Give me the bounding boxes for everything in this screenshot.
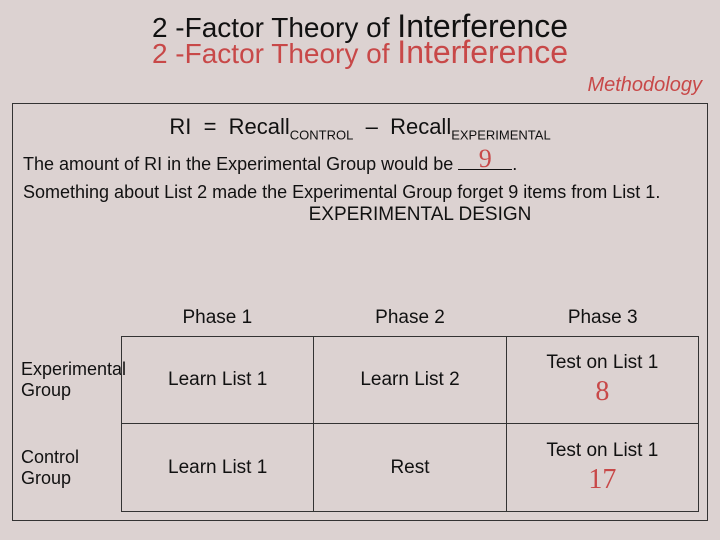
cell-text: Test on List 1 <box>546 440 658 462</box>
row-label-control: Control Group <box>21 424 121 512</box>
title-accent: Interference <box>397 8 568 44</box>
ri-amount-before: The amount of RI in the Experimental Gro… <box>23 154 458 174</box>
formula-eq: = <box>204 114 217 139</box>
formula-minus: – <box>366 114 378 139</box>
cell-exp-phase1: Learn List 1 <box>121 336 314 424</box>
design-label: EXPERIMENTAL DESIGN <box>143 203 697 228</box>
blank-fill: 9 <box>458 150 512 175</box>
cell-text: Test on List 1 <box>546 352 658 374</box>
cell-text: Learn List 2 <box>360 369 459 391</box>
col-header-2: Phase 2 <box>314 300 507 336</box>
col-header-3: Phase 3 <box>506 300 699 336</box>
table-header-row: Phase 1 Phase 2 Phase 3 <box>21 300 699 336</box>
explanation-line: Something about List 2 made the Experime… <box>23 181 697 227</box>
formula-sub2: EXPERIMENTAL <box>451 127 550 142</box>
score-experimental: 8 <box>595 376 609 408</box>
cell-exp-phase2: Learn List 2 <box>314 336 506 424</box>
table-row: Control Group Learn List 1 Rest Test on … <box>21 424 699 512</box>
table-row: Experimental Group Learn List 1 Learn Li… <box>21 336 699 424</box>
ri-amount-line: The amount of RI in the Experimental Gro… <box>23 150 697 175</box>
explanation-text: Something about List 2 made the Experime… <box>23 182 660 202</box>
formula-term1: Recall <box>229 114 290 139</box>
cell-exp-phase3: Test on List 1 8 <box>507 336 699 424</box>
blank-value: 9 <box>458 144 512 174</box>
row-label-experimental-text: Experimental Group <box>21 359 126 400</box>
cell-ctrl-phase2: Rest <box>314 424 506 512</box>
formula-term2: Recall <box>390 114 451 139</box>
cell-ctrl-phase1: Learn List 1 <box>121 424 314 512</box>
formula: RI = RecallCONTROL – RecallEXPERIMENTAL <box>23 114 697 142</box>
ri-amount-after: . <box>512 154 517 174</box>
header-spacer <box>21 300 121 336</box>
design-table: Phase 1 Phase 2 Phase 3 Experimental Gro… <box>21 300 699 512</box>
score-control: 17 <box>588 464 616 496</box>
title-main: 2 -Factor Theory of Interference <box>0 8 720 45</box>
row-label-experimental: Experimental Group <box>21 336 121 424</box>
cell-text: Learn List 1 <box>168 369 267 391</box>
title-prefix: 2 -Factor Theory of <box>152 12 397 43</box>
title-block: 2 -Factor Theory of Interference 2 -Fact… <box>0 0 720 78</box>
formula-lhs: RI <box>169 114 191 139</box>
content-box: RI = RecallCONTROL – RecallEXPERIMENTAL … <box>12 103 708 521</box>
cell-ctrl-phase3: Test on List 1 17 <box>507 424 699 512</box>
row-label-control-text: Control Group <box>21 447 117 488</box>
cell-text: Rest <box>390 457 429 479</box>
col-header-1: Phase 1 <box>121 300 314 336</box>
formula-sub1: CONTROL <box>290 127 354 142</box>
cell-text: Learn List 1 <box>168 457 267 479</box>
